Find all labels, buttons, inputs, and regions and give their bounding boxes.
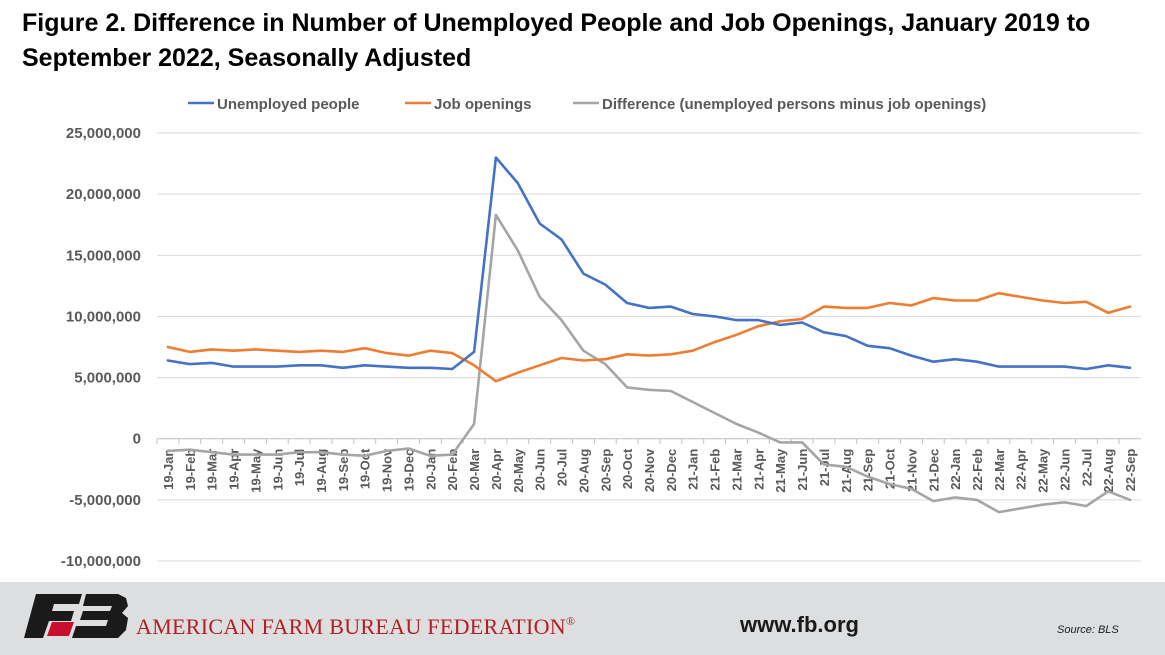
x-tick-label: 20-Jul xyxy=(555,449,570,487)
x-tick-label: 19-Oct xyxy=(358,448,373,489)
x-tick-label: 19-Jul xyxy=(292,449,307,487)
x-tick-label: 22-Feb xyxy=(970,449,985,491)
x-tick-label: 21-Sep xyxy=(861,449,876,492)
x-tick-label: 21-Jul xyxy=(817,449,832,487)
x-tick-label: 21-Apr xyxy=(751,449,766,490)
x-tick-label: 20-Aug xyxy=(576,449,591,493)
website-url: www.fb.org xyxy=(740,612,859,637)
x-tick-label: 19-Sep xyxy=(336,449,351,492)
x-tick-label: 22-Jan xyxy=(948,449,963,490)
x-tick-label: 21-Jan xyxy=(686,449,701,490)
organization-name-text: AMERICAN FARM BUREAU FEDERATION xyxy=(136,614,566,639)
x-tick-label: 22-Mar xyxy=(992,449,1007,491)
legend-label: Unemployed people xyxy=(217,96,360,113)
x-tick-label: 20-Apr xyxy=(489,449,504,490)
x-tick-label: 22-Apr xyxy=(1014,449,1029,490)
series-line-0 xyxy=(166,156,1132,371)
legend-label: Job openings xyxy=(434,96,532,113)
x-tick-label: 19-Dec xyxy=(401,449,416,492)
x-tick-label: 22-Aug xyxy=(1101,449,1116,493)
series-line-2 xyxy=(166,213,1132,514)
x-tick-label: 20-Dec xyxy=(664,449,679,492)
x-tick-label: 20-Jan xyxy=(423,449,438,490)
x-tick-label: 19-Aug xyxy=(314,449,329,493)
x-tick-label: 20-Jun xyxy=(533,449,548,491)
x-tick-label: 22-May xyxy=(1036,448,1051,493)
x-tick-label: 22-Jun xyxy=(1057,449,1072,491)
source-note: Source: BLS xyxy=(1057,624,1119,636)
x-tick-label: 20-Mar xyxy=(467,449,482,491)
y-tick-label: 10,000,000 xyxy=(66,308,141,325)
x-axis-tick-labels: 19-Jan 19-Feb 19-Mar 19-Apr 19-May 19-Jun 19-J… xyxy=(156,438,1138,493)
x-tick-label: 21-Mar xyxy=(729,449,744,491)
x-tick-label: 19-Jan xyxy=(161,449,176,490)
chart-title: Figure 2. Difference in Number of Unempl… xyxy=(22,9,1091,72)
x-tick-label: 19-Apr xyxy=(227,449,242,490)
x-tick-label: 21-Jun xyxy=(795,449,810,491)
x-tick-label: 20-May xyxy=(511,448,526,493)
gridlines xyxy=(157,132,1141,562)
y-tick-label: 5,000,000 xyxy=(74,370,141,387)
x-tick-label: 19-Jun xyxy=(270,449,285,491)
y-tick-label: 25,000,000 xyxy=(66,125,141,142)
y-tick-label: 0 xyxy=(133,431,141,448)
y-tick-label: -10,000,000 xyxy=(61,553,141,570)
x-tick-label: 22-Jul xyxy=(1079,449,1094,487)
x-tick-label: 19-Feb xyxy=(183,449,198,491)
x-tick-label: 20-Feb xyxy=(445,449,460,491)
x-tick-label: 19-Nov xyxy=(380,448,395,492)
series-line-1 xyxy=(166,291,1132,383)
line-chart: 25,000,000 20,000,000 15,000,000 10,000,000… xyxy=(61,96,1141,570)
y-tick-label: -5,000,000 xyxy=(69,492,141,509)
x-tick-label: 21-May xyxy=(773,448,788,493)
legend: Unemployed people Job openings Difference … xyxy=(188,96,986,113)
x-tick-label: 19-Mar xyxy=(205,449,220,491)
series-lines xyxy=(166,156,1132,514)
x-tick-label: 20-Nov xyxy=(642,448,657,492)
x-tick-label: 21-Dec xyxy=(926,449,941,492)
x-tick-label: 21-Feb xyxy=(708,449,723,491)
x-tick-label: 19-May xyxy=(248,448,263,493)
registered-mark: ® xyxy=(565,614,576,628)
y-axis-tick-labels: 25,000,000 20,000,000 15,000,000 10,000,000… xyxy=(61,125,141,570)
x-tick-label: 20-Oct xyxy=(620,448,635,489)
y-tick-label: 15,000,000 xyxy=(66,247,141,264)
x-tick-label: 21-Oct xyxy=(883,448,898,489)
footer: AMERICAN FARM BUREAU FEDERATION® www.fb.… xyxy=(0,582,1165,655)
y-tick-label: 20,000,000 xyxy=(66,186,141,203)
x-tick-label: 22-Sep xyxy=(1123,449,1138,492)
x-tick-label: 21-Aug xyxy=(839,449,854,493)
x-tick-label: 20-Sep xyxy=(598,449,613,492)
organization-name: AMERICAN FARM BUREAU FEDERATION® xyxy=(136,614,575,640)
legend-label: Difference (unemployed persons minus job… xyxy=(602,96,986,113)
farm-bureau-logo xyxy=(24,594,128,638)
x-tick-label: 21-Nov xyxy=(904,448,919,492)
